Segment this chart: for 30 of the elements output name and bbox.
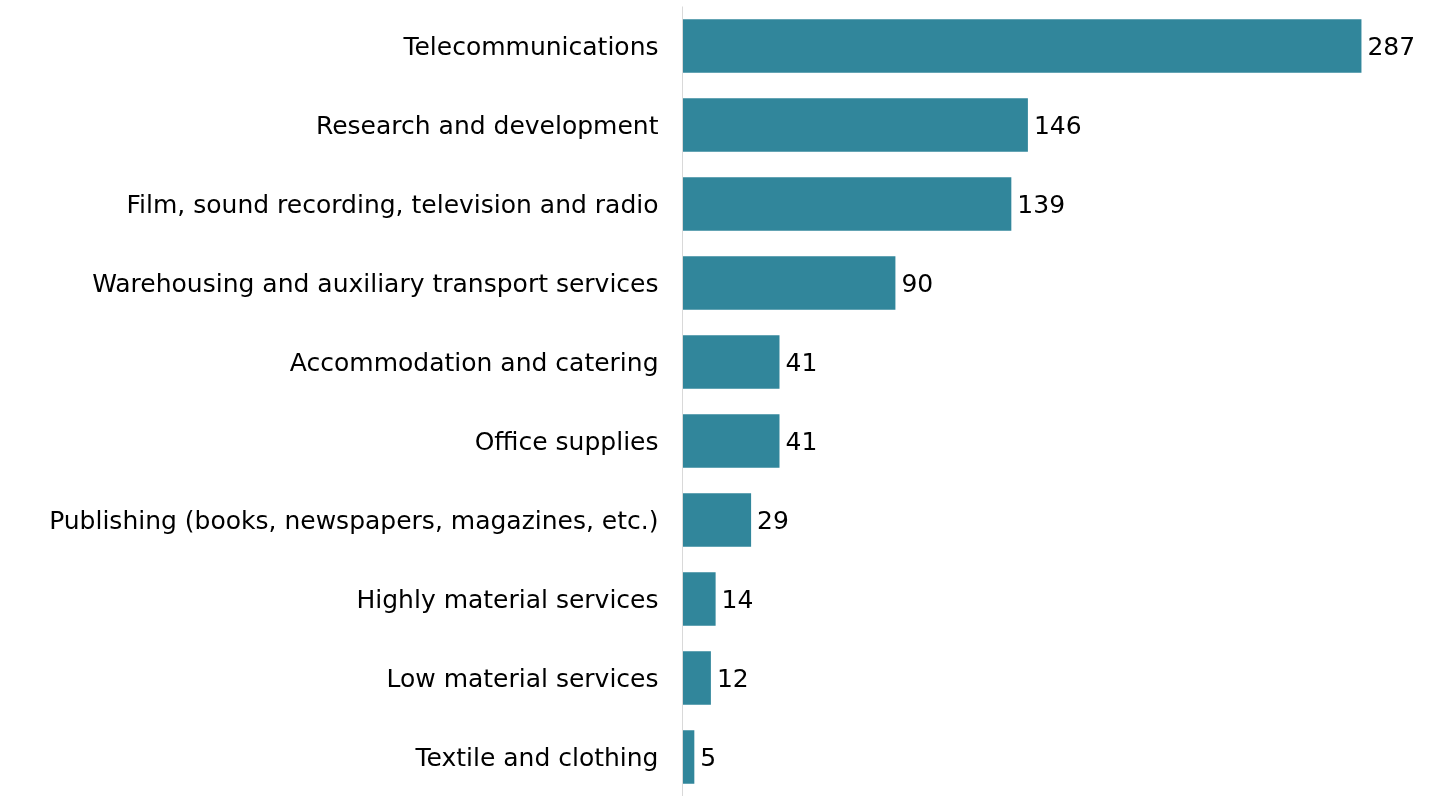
bar bbox=[682, 335, 780, 389]
data-label: 287 bbox=[1367, 32, 1416, 61]
y-tick-label: Publishing (books, newspapers, magazines, etc.) bbox=[49, 505, 659, 535]
bar bbox=[682, 493, 752, 547]
y-tick-label: Research and development bbox=[315, 110, 659, 140]
y-tick-label: Low material services bbox=[386, 663, 659, 693]
data-label: 5 bbox=[700, 743, 717, 772]
data-label: 146 bbox=[1033, 111, 1082, 140]
data-label: 41 bbox=[785, 348, 818, 377]
bar bbox=[682, 19, 1362, 73]
y-tick-label: Accommodation and catering bbox=[289, 347, 659, 377]
bar bbox=[682, 414, 780, 468]
data-label: 29 bbox=[757, 506, 789, 535]
bar bbox=[682, 256, 896, 310]
data-label: 12 bbox=[716, 664, 749, 693]
y-tick-label: Office supplies bbox=[474, 426, 659, 456]
bar bbox=[682, 572, 716, 626]
bar bbox=[682, 651, 711, 705]
bar bbox=[682, 177, 1012, 231]
y-tick-label: Textile and clothing bbox=[414, 742, 659, 772]
bar bbox=[682, 98, 1028, 152]
y-tick-label: Highly material services bbox=[356, 584, 659, 614]
data-label: 14 bbox=[721, 585, 754, 614]
y-tick-label: Telecommunications bbox=[402, 31, 659, 61]
y-tick-label: Warehousing and auxiliary transport services bbox=[92, 268, 659, 298]
bar bbox=[682, 730, 695, 784]
y-tick-label: Film, sound recording, television and radio bbox=[126, 189, 659, 219]
data-label: 41 bbox=[785, 427, 818, 456]
data-label: 139 bbox=[1017, 190, 1066, 219]
data-label: 90 bbox=[901, 269, 934, 298]
